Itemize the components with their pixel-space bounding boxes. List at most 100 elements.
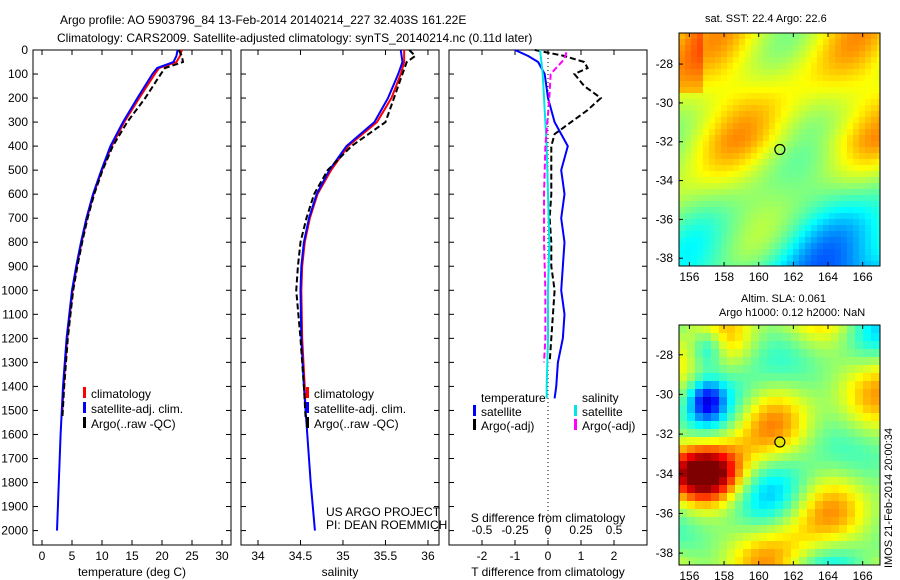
map-cell — [841, 81, 847, 87]
map-cell — [823, 135, 829, 141]
map-cell — [839, 509, 847, 517]
map-cell — [841, 183, 847, 189]
map-cell — [769, 129, 775, 135]
map-cell — [739, 195, 745, 201]
map-cell — [763, 99, 769, 105]
map-cell — [719, 389, 727, 397]
map-cell — [757, 141, 763, 147]
map-cell — [733, 213, 739, 219]
map-cell — [871, 243, 877, 249]
map-cell — [703, 213, 709, 219]
map-cell — [715, 153, 721, 159]
map-cell — [703, 517, 711, 525]
map-cell — [685, 153, 691, 159]
map-cell — [829, 255, 835, 261]
map-cell — [679, 341, 687, 349]
map-cell — [697, 63, 703, 69]
map-cell — [829, 93, 835, 99]
map-cell — [679, 111, 685, 117]
map-cell — [751, 105, 757, 111]
map-cell — [871, 541, 879, 549]
map-cell — [811, 183, 817, 189]
map-cell — [799, 533, 807, 541]
map-cell — [695, 389, 703, 397]
map-cell — [763, 261, 769, 266]
map-cell — [745, 261, 751, 266]
map-cell — [799, 105, 805, 111]
map-cell — [727, 461, 735, 469]
map-cell — [839, 405, 847, 413]
map-cell — [719, 333, 727, 341]
map-cell — [817, 51, 823, 57]
map-cell — [691, 57, 697, 63]
map-cell — [703, 341, 711, 349]
s-tick-label: 0.25 — [569, 523, 593, 537]
map-cell — [775, 141, 781, 147]
map-cell — [727, 249, 733, 255]
map-cell — [855, 365, 863, 373]
map-cell — [871, 123, 877, 129]
map-cell — [781, 237, 787, 243]
map-cell — [695, 557, 703, 565]
map-cell — [847, 153, 853, 159]
map-cell — [721, 231, 727, 237]
map-cell — [877, 51, 880, 57]
map-cell — [679, 183, 685, 189]
map-cell — [721, 147, 727, 153]
map-cell — [805, 117, 811, 123]
map-cell — [793, 141, 799, 147]
map-cell — [815, 477, 823, 485]
map-cell — [703, 39, 709, 45]
map-cell — [847, 381, 855, 389]
map-cell — [783, 493, 791, 501]
map-cell — [835, 57, 841, 63]
map-cell — [841, 141, 847, 147]
map-cell — [807, 469, 815, 477]
map-cell — [775, 357, 783, 365]
map-cell — [739, 213, 745, 219]
map-cell — [745, 249, 751, 255]
map-cell — [853, 81, 859, 87]
map-cell — [775, 87, 781, 93]
map-cell — [743, 405, 751, 413]
map-cell — [793, 201, 799, 207]
map-cell — [871, 501, 879, 509]
map-cell — [877, 57, 880, 63]
map-cell — [863, 509, 871, 517]
map-cell — [839, 429, 847, 437]
map-cell — [823, 381, 831, 389]
map-cell — [877, 261, 880, 266]
map-cell — [719, 541, 727, 549]
map-cell — [727, 445, 735, 453]
map-cell — [769, 33, 775, 39]
map-cell — [679, 39, 685, 45]
map-cell — [863, 381, 871, 389]
map-cell — [783, 453, 791, 461]
map-cell — [871, 117, 877, 123]
map-cell — [829, 261, 835, 266]
map-cell — [719, 429, 727, 437]
map-cell — [733, 75, 739, 81]
map-cell — [679, 421, 687, 429]
map-cell — [791, 493, 799, 501]
map-cell — [783, 557, 791, 565]
map-cell — [739, 171, 745, 177]
map-cell — [745, 111, 751, 117]
map-cell — [823, 421, 831, 429]
map-cell — [679, 525, 687, 533]
map-cell — [751, 189, 757, 195]
map-cell — [815, 325, 823, 333]
map-cell — [859, 87, 865, 93]
map-cell — [697, 87, 703, 93]
map-cell — [793, 123, 799, 129]
map-cell — [687, 469, 695, 477]
map-cell — [751, 129, 757, 135]
map-cell — [767, 509, 775, 517]
map-cell — [727, 349, 735, 357]
map-cell — [865, 255, 871, 261]
map-cell — [791, 357, 799, 365]
map-cell — [783, 429, 791, 437]
map-cell — [853, 243, 859, 249]
map-cell — [799, 509, 807, 517]
map-cell — [835, 261, 841, 266]
